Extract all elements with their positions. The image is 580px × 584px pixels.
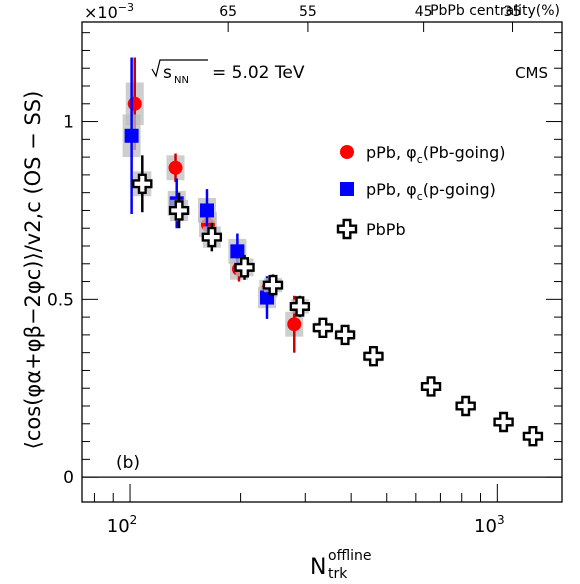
data-point [287,317,302,332]
top-axis-tick-label: 35 [504,4,522,20]
data-point [168,200,190,221]
data-point [334,324,356,346]
data-point [234,257,255,278]
energy-label-s: s [163,63,172,83]
legend-label: PbPb [366,220,406,239]
data-point [168,160,183,175]
legend-marker [336,218,358,240]
legend: pPb, φc(Pb-going) pPb, φc(p-going) PbPb [336,143,506,240]
experiment-label: CMS [515,64,548,82]
legend-label: pPb, φc(p-going) [366,180,496,203]
legend-marker [340,145,354,159]
data-point [132,173,153,194]
top-axis-tick-label: 65 [219,4,237,20]
x-axis-title-sub: trk [328,566,348,580]
data-marks [122,57,544,447]
x-tick-label: 102 [107,513,138,537]
data-point [230,244,245,259]
top-axis-tick-label: 45 [415,4,433,20]
data-point [127,96,142,111]
y-tick-label: 0 [63,468,74,488]
data-point [493,411,514,433]
data-point [363,346,384,367]
data-point [420,376,442,397]
data-point [289,296,311,317]
y-tick-label: 0.5 [47,290,74,310]
top-axis-title: PbPb centrality(%) [430,3,560,19]
y-axis-title: ⟨cos(φα+φβ−2φc)⟩/v2,c (OS − SS) [21,91,45,450]
top-axis-tick-label: 55 [299,4,317,20]
legend-label: pPb, φc(Pb-going) [366,143,506,166]
y-axis-title-text: ⟨cos(φα+φβ−2φc)⟩/v2,c (OS − SS) [21,91,45,450]
energy-label: √s s NN = 5.02 TeV [151,59,305,86]
data-point [455,395,476,417]
data-point [522,426,544,447]
x-axis-title: N [310,555,326,580]
energy-label-sub: NN [174,75,189,86]
sqrt-sign [151,59,208,78]
x-axis-title-sup: offline [328,548,371,564]
y-tick-label: 1 [63,113,74,133]
panel-label: (b) [116,453,140,473]
energy-label-value: = 5.02 TeV [212,63,305,83]
data-point [201,226,223,248]
series-2 [132,155,544,447]
plot-frame [81,21,563,503]
data-point [262,274,284,296]
data-point [312,317,334,338]
x-tick-label: 103 [474,513,505,537]
data-point [124,128,139,143]
legend-marker [340,182,354,196]
y-scale-factor: ×10−3 [84,1,134,22]
axes: 0 0.5 1 102 103 65 55 45 35 [47,4,562,537]
data-point [199,203,214,218]
